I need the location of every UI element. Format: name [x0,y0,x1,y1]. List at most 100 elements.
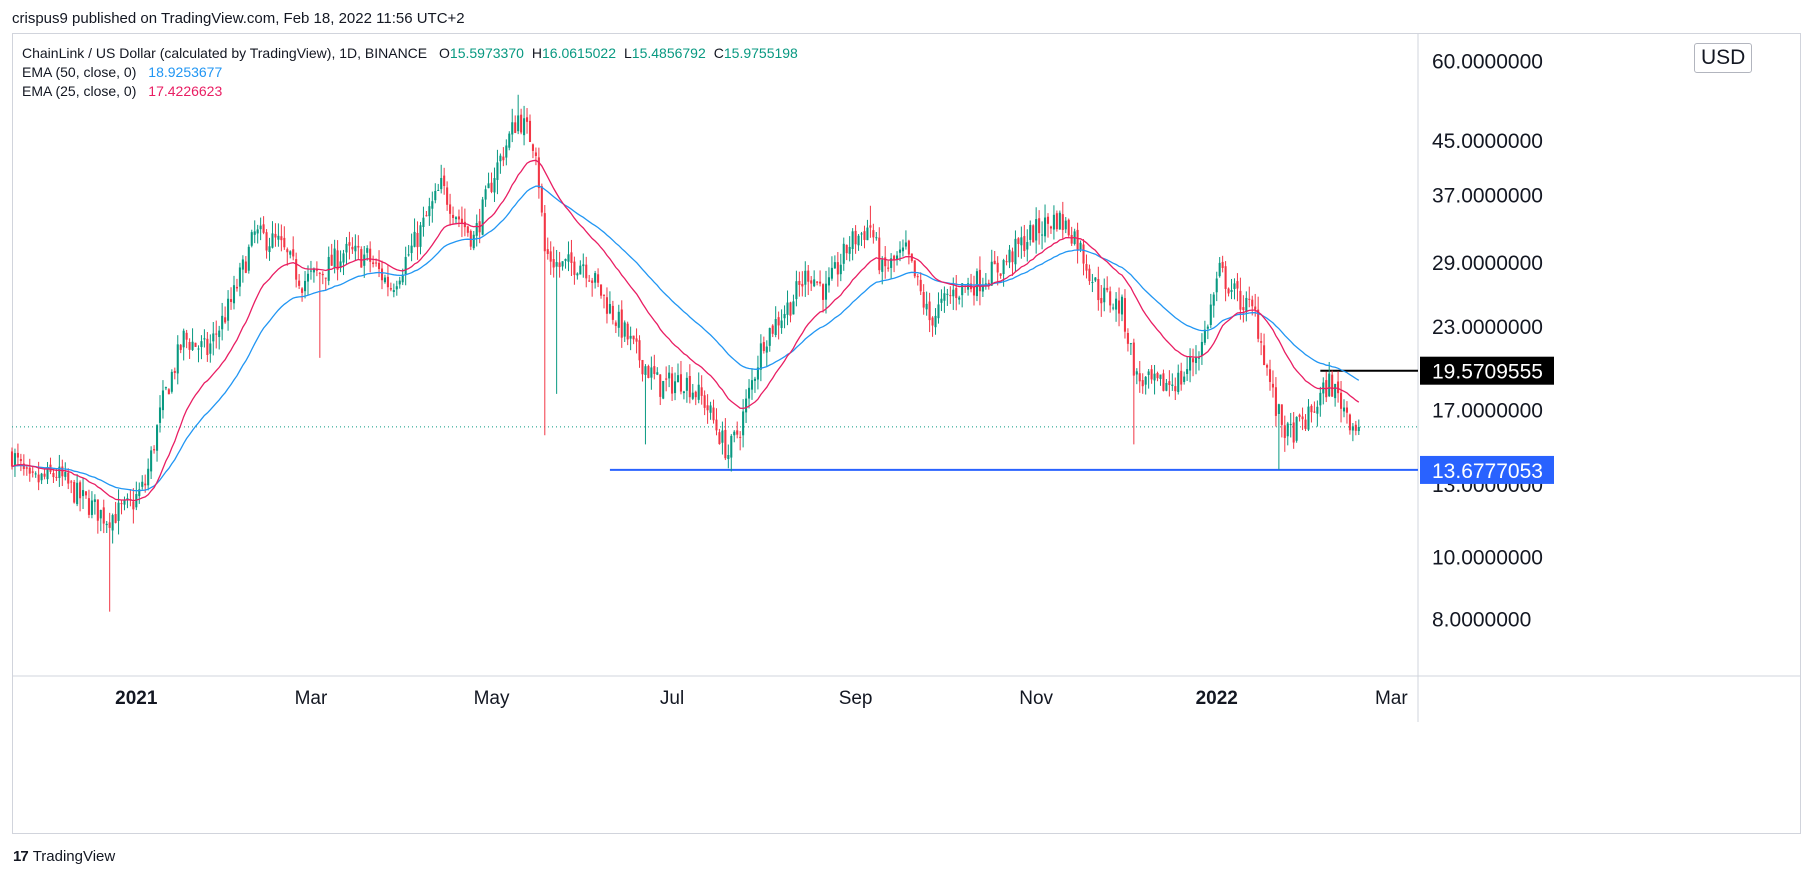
candle-body[interactable] [608,304,611,314]
candle-body[interactable] [1141,380,1144,387]
candle-body[interactable] [1026,242,1029,250]
candle-body[interactable] [1044,217,1047,237]
candle-body[interactable] [1301,416,1304,420]
candle-body[interactable] [487,183,490,189]
candle-body[interactable] [644,366,647,375]
candle-body[interactable] [1014,238,1017,265]
candle-body[interactable] [952,289,955,297]
candle-body[interactable] [1215,278,1218,293]
candle-body[interactable] [833,262,836,269]
candle-body[interactable] [271,233,274,248]
candle-body[interactable] [37,474,40,483]
candle-body[interactable] [934,315,937,328]
candle-body[interactable] [1263,345,1266,366]
candle-body[interactable] [1328,373,1331,397]
candle-body[interactable] [67,472,70,484]
candle-body[interactable] [600,284,603,296]
candle-body[interactable] [1123,298,1126,332]
candle-body[interactable] [31,471,34,473]
candle-body[interactable] [1209,304,1212,326]
candle-body[interactable] [1189,356,1192,371]
candle-body[interactable] [437,189,440,191]
candle-body[interactable] [1274,387,1277,416]
candle-body[interactable] [452,214,455,218]
candle-body[interactable] [295,259,298,280]
candle-body[interactable] [13,453,16,467]
candle-body[interactable] [511,122,514,135]
candle-body[interactable] [632,335,635,340]
candle-body[interactable] [277,235,280,240]
candle-body[interactable] [170,371,173,392]
candle-body[interactable] [265,232,268,251]
candle-body[interactable] [1120,296,1124,315]
resistance-price-badge[interactable] [1420,356,1554,385]
candle-body[interactable] [55,476,58,478]
candle-body[interactable] [1206,326,1209,329]
candle-body[interactable] [366,248,369,253]
candle-body[interactable] [1340,392,1343,409]
candle-body[interactable] [224,317,227,323]
candle-body[interactable] [872,230,875,238]
ema25-row[interactable]: EMA (25, close, 0) 17.4226623 [22,82,798,101]
candle-body[interactable] [676,375,680,383]
candle-body[interactable] [25,467,28,469]
candle-body[interactable] [1138,373,1141,382]
candle-body[interactable] [567,254,570,262]
candle-body[interactable] [1310,405,1313,413]
candle-body[interactable] [827,277,830,286]
support-price-badge[interactable] [1420,455,1554,484]
candle-body[interactable] [665,378,668,380]
candle-body[interactable] [1200,341,1203,356]
candle-body[interactable] [721,430,724,443]
candle-body[interactable] [73,482,76,503]
candle-body[interactable] [378,262,381,270]
candle-body[interactable] [256,229,259,234]
candle-body[interactable] [386,276,389,288]
candle-body[interactable] [810,280,813,284]
candle-body[interactable] [762,342,765,352]
candle-body[interactable] [626,323,629,340]
candle-body[interactable] [765,346,768,353]
candle-body[interactable] [206,338,209,355]
candle-body[interactable] [324,277,327,279]
candle-body[interactable] [999,273,1002,276]
candle-body[interactable] [949,295,952,297]
candle-body[interactable] [173,370,176,373]
candle-body[interactable] [1224,266,1227,289]
candle-body[interactable] [318,272,321,274]
candle-body[interactable] [780,320,783,328]
candle-body[interactable] [736,430,739,435]
candle-body[interactable] [1192,358,1195,363]
candle-body[interactable] [961,283,964,296]
candle-body[interactable] [579,265,582,275]
candle-body[interactable] [1289,424,1292,426]
candle-body[interactable] [514,122,517,133]
candle-body[interactable] [1067,219,1070,236]
candle-body[interactable] [546,249,549,254]
candle-body[interactable] [1295,416,1298,441]
candle-body[interactable] [1005,261,1008,263]
candle-body[interactable] [653,366,656,374]
candle-body[interactable] [887,267,890,269]
candle-body[interactable] [552,259,555,268]
candle-body[interactable] [132,501,135,510]
candle-body[interactable] [922,292,925,308]
candle-body[interactable] [585,264,588,279]
candle-body[interactable] [200,341,203,348]
candle-body[interactable] [526,117,529,122]
candle-body[interactable] [706,405,709,411]
candle-body[interactable] [1159,374,1162,379]
candle-body[interactable] [700,387,703,396]
candle-body[interactable] [819,281,822,284]
candle-body[interactable] [10,451,14,467]
candle-body[interactable] [842,243,845,264]
candle-body[interactable] [111,515,114,531]
candle-body[interactable] [123,499,126,505]
candle-body[interactable] [203,338,206,340]
candle-body[interactable] [798,280,801,285]
candle-body[interactable] [851,231,854,250]
candle-body[interactable] [662,381,665,399]
candle-body[interactable] [1334,383,1337,399]
candle-body[interactable] [22,463,25,470]
candle-body[interactable] [1085,264,1088,271]
